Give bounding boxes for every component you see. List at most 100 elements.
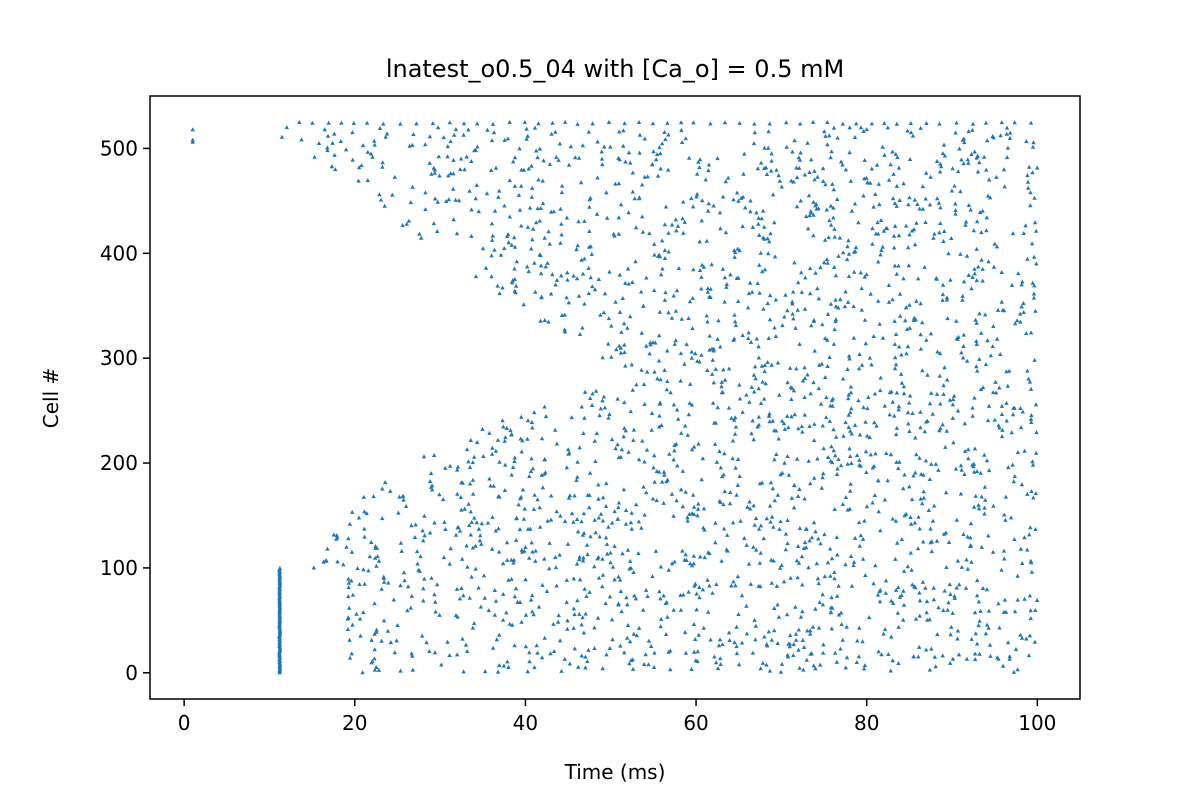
spike-point [832,327,837,332]
spike-point [598,312,603,317]
spike-point [448,546,453,551]
spike-point [597,413,602,418]
spike-point [715,156,720,161]
spike-point [904,351,909,356]
spike-point [575,243,580,248]
spike-point [380,164,385,169]
spike-point [699,286,704,291]
spike-point [519,223,524,228]
spike-point [758,550,763,555]
spike-point [669,315,675,320]
spike-point [1022,448,1027,453]
spike-point [873,451,878,456]
spike-point [661,500,666,505]
spike-point [1018,546,1023,551]
spike-point [633,225,639,230]
spike-point [941,608,946,612]
spike-point [728,272,733,277]
spike-point [975,153,980,158]
spike-point [534,643,539,648]
spike-point [760,660,766,665]
spike-point [847,356,852,361]
spike-point [739,593,745,598]
spike-point [617,129,622,134]
spike-point [807,213,812,218]
spike-point [751,141,757,146]
spike-point [821,260,827,265]
spike-point [464,154,469,159]
spike-point [969,152,974,156]
spike-point [497,188,502,193]
spike-point [417,231,422,236]
spike-point [351,120,356,125]
spike-point [903,223,909,228]
spike-point [582,218,587,223]
spike-point [520,487,526,492]
spike-point [427,134,433,139]
spike-point [874,162,880,167]
spike-point [955,628,961,633]
spike-point [604,190,609,195]
spike-point [382,203,387,208]
spike-point [592,564,597,569]
spike-point [977,618,982,623]
spike-point [443,465,448,470]
spike-point [909,567,914,572]
spike-point [346,615,351,620]
spike-point [889,389,894,394]
spike-point [1005,640,1011,645]
spike-point [628,558,633,563]
spike-point [924,647,929,652]
spike-point [757,560,763,565]
spike-point [693,351,698,356]
spike-point [665,477,670,482]
spike-point [983,120,989,125]
spike-point [905,410,911,415]
spike-point [716,318,721,323]
spike-point [422,513,427,518]
spike-point [769,637,774,642]
spike-point [445,154,450,159]
spike-point [869,362,874,367]
spike-point [860,556,866,561]
spike-point [357,582,362,586]
spike-point [593,530,598,535]
spike-point [824,415,829,420]
spike-point [465,564,470,569]
spike-point [791,289,796,294]
spike-point [686,589,691,594]
spike-point [816,536,821,541]
spike-point [823,336,828,340]
spike-point [1018,311,1023,316]
spike-point [867,615,872,620]
spike-point [527,205,533,210]
spike-point [902,472,907,477]
spike-point [671,607,676,612]
spike-point [645,594,650,598]
spike-point [580,271,586,276]
spike-point [622,650,627,655]
spike-point [347,521,353,526]
spike-point [865,406,870,411]
spike-point [998,133,1003,138]
spike-point [734,651,740,656]
spike-point [604,652,609,657]
spike-point [682,219,687,224]
spike-point [956,169,961,174]
spike-point [762,224,767,229]
spike-point [893,556,898,561]
spike-point [582,415,587,420]
spike-point [833,304,839,309]
spike-point [631,427,637,432]
spike-point [775,602,780,607]
spike-point [432,170,437,175]
spike-point [705,319,710,324]
spike-point [748,339,754,344]
spike-point [784,144,789,149]
spike-point [666,230,671,235]
spike-point [696,159,701,164]
spike-point [381,618,387,623]
spike-point [502,488,508,492]
spike-point [858,270,863,275]
spike-point [839,610,844,615]
